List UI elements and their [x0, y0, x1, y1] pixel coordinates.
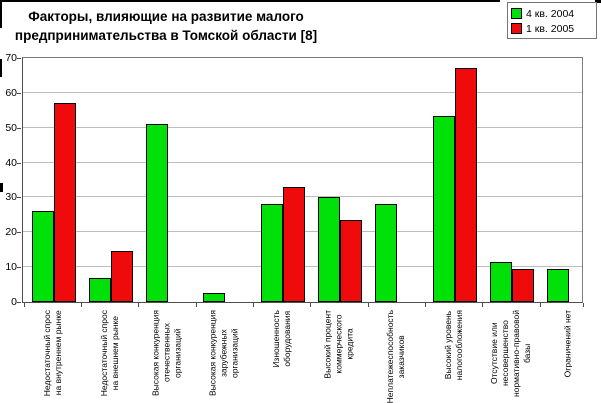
x-axis-category-label: Ограничений нет [562, 310, 573, 378]
bar-q4-2004-cat7 [375, 204, 397, 302]
x-axis-tick-mark [425, 303, 426, 307]
x-axis-tick-mark [138, 303, 139, 307]
legend-item: 4 кв. 2004 [511, 6, 594, 21]
y-axis-tick-mark [17, 93, 21, 94]
y-axis-tick-label: 10 [5, 261, 17, 273]
gridline [23, 162, 582, 163]
legend-item: 1 кв. 2005 [511, 21, 594, 36]
x-axis-category-label: Неплатежеспособность заказчиков [385, 310, 406, 403]
y-axis-tick-label: 40 [5, 157, 17, 169]
x-axis-tick-mark [310, 303, 311, 307]
chart-legend: 4 кв. 2004 1 кв. 2005 [507, 2, 597, 39]
bar-q1-2005-cat1 [54, 103, 76, 302]
gridline [23, 92, 582, 93]
bar-q1-2005-cat6 [340, 220, 362, 302]
bar-q4-2004-cat6 [318, 197, 340, 302]
x-axis-category-label: Недостаточный спрос на внешнем рынке [99, 310, 120, 397]
y-axis-tick-mark [17, 267, 21, 268]
x-axis-category-label: Недостаточный спрос на внутреннем рынке [42, 310, 63, 397]
bar-q4-2004-cat4 [203, 293, 225, 302]
y-axis-tick-mark [17, 197, 21, 198]
bar-q4-2004-cat9 [490, 262, 512, 302]
crop-artifact [0, 183, 3, 192]
x-axis-category-label: Изношенность оборудования [271, 310, 292, 368]
legend-swatch-red-icon [511, 23, 522, 34]
x-axis-category-label: Отсутствие или несовершенство нормативно… [489, 310, 532, 398]
crop-artifact [0, 2, 2, 28]
bar-q4-2004-cat8 [433, 116, 455, 302]
bar-q4-2004-cat2 [89, 278, 111, 302]
gridline [23, 127, 582, 128]
x-axis-category-label: Высокий уровень налогообложения [443, 310, 464, 381]
crop-artifact [0, 0, 500, 2]
legend-swatch-green-icon [511, 8, 522, 19]
y-axis-tick-mark [17, 58, 21, 59]
x-axis-tick-mark [24, 303, 25, 307]
x-axis-tick-mark [81, 303, 82, 307]
x-axis-tick-mark [482, 303, 483, 307]
x-axis-category-label: Высокая конкуренция отечественных органи… [150, 310, 183, 397]
y-axis-tick-label: 30 [5, 191, 17, 203]
bar-q4-2004-cat1 [32, 211, 54, 302]
legend-label: 4 кв. 2004 [526, 7, 575, 20]
y-axis-tick-label: 50 [5, 122, 17, 134]
x-axis-tick-mark [253, 303, 254, 307]
y-axis-tick-label: 0 [11, 296, 17, 308]
y-axis-tick-label: 70 [5, 52, 17, 64]
x-axis-category-label: Высокая конкуренция зарубежных организац… [207, 310, 240, 397]
x-axis-category-label: Высокий процент коммерческого кредита [322, 310, 355, 379]
plot-area [22, 57, 583, 303]
bar-q4-2004-cat3 [146, 124, 168, 302]
chart-title: Факторы, влияющие на развитие малого пре… [14, 9, 318, 43]
bar-q1-2005-cat5 [283, 187, 305, 302]
bar-q1-2005-cat9 [512, 269, 534, 302]
y-axis-tick-mark [17, 302, 21, 303]
bar-q4-2004-cat5 [261, 204, 283, 302]
x-axis-tick-mark [540, 303, 541, 307]
bar-q1-2005-cat2 [111, 251, 133, 302]
bar-q1-2005-cat8 [455, 68, 477, 302]
y-axis-tick-mark [17, 163, 21, 164]
x-axis-tick-mark [196, 303, 197, 307]
y-axis-tick-label: 60 [5, 87, 17, 99]
x-axis-tick-mark [368, 303, 369, 307]
y-axis-tick-mark [17, 232, 21, 233]
y-axis-tick-mark [17, 128, 21, 129]
y-axis-tick-label: 20 [5, 226, 17, 238]
crop-artifact [0, 59, 2, 77]
bar-q4-2004-cat10 [547, 269, 569, 302]
legend-label: 1 кв. 2005 [526, 22, 575, 35]
crop-artifact [595, 0, 601, 3]
x-axis-tick-mark [583, 303, 584, 307]
